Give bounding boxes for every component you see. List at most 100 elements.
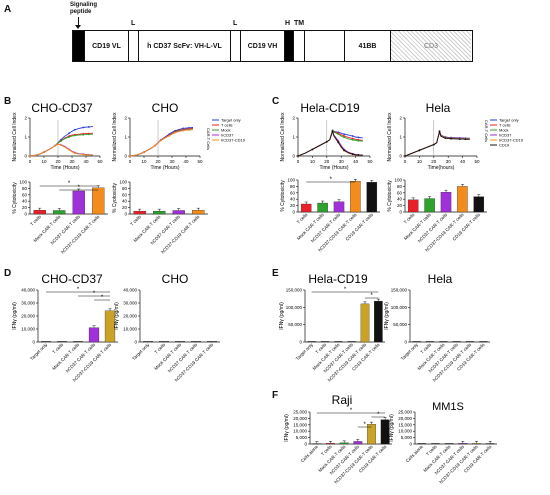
d2-bar-y-tick-label: 30,000 bbox=[123, 301, 137, 306]
hinge-label: H bbox=[285, 20, 291, 27]
f1-bar-significance-star: * bbox=[363, 422, 366, 428]
f1-bar-y-tick-label: 5,000 bbox=[296, 435, 308, 440]
e1-bar-bar-hcd37-cd19-car-t-cells bbox=[360, 303, 370, 343]
e2-bar-category-label: Target only bbox=[400, 342, 420, 362]
d1-bar-significance-star: * bbox=[77, 287, 80, 293]
legend-label-cd19: CD19 bbox=[499, 143, 510, 148]
b2-line-x-tick-label: 0 bbox=[129, 159, 132, 164]
b1-bar-category-label: hCD37-CD19 CAR-T cells bbox=[60, 214, 101, 255]
f2-bar-y-tick-label: 15,000 bbox=[398, 422, 412, 427]
b1-line-x-tick-label: 10 bbox=[41, 159, 47, 164]
b1-line-point bbox=[68, 132, 71, 135]
b1-line-x-tick-label: 0 bbox=[29, 159, 32, 164]
e2-bar-y-tick-label: 150,000 bbox=[391, 288, 408, 293]
c2-line-x-tick-label: 50 bbox=[474, 159, 480, 164]
chart-title-c1: Hela-CD19 bbox=[300, 101, 360, 115]
b2-line-x-tick-label: 50 bbox=[197, 159, 203, 164]
segment-linker-1 bbox=[129, 31, 139, 61]
b1-line-y-tick-label: 1 bbox=[24, 135, 27, 140]
e2-bar-y-tick-label: 100,000 bbox=[391, 305, 408, 310]
signal-arrow-head bbox=[75, 25, 81, 29]
c1-line-point bbox=[337, 141, 340, 144]
b2-line-point bbox=[182, 129, 185, 132]
c1-line-point bbox=[343, 136, 345, 139]
c1-bar-y-tick-label: 0 bbox=[292, 210, 295, 215]
b1-line-point bbox=[43, 151, 45, 154]
c2-line-series-cd19 bbox=[404, 130, 470, 157]
c1-bar-y-label: % Cytotoxicity bbox=[280, 180, 286, 212]
b1-line-point bbox=[82, 126, 85, 129]
d1-bar-bar-hcd37-car-t-cells bbox=[88, 327, 100, 343]
f2-bar-y-tick-label: 20,000 bbox=[398, 416, 412, 421]
f1-bar-category-label: Cells alone bbox=[300, 444, 320, 464]
b1-bar-y-tick-label: 100 bbox=[19, 180, 27, 185]
b1-bar-bar-hcd37-car-t-cells bbox=[72, 190, 85, 215]
f2-bar-category-label: Cells alone bbox=[405, 444, 425, 464]
segment-cd19-vl-label: CD19 VL bbox=[92, 42, 121, 50]
signal-label-line1: Signaling bbox=[70, 2, 97, 8]
segment-41bb: 41BB bbox=[345, 31, 391, 61]
b1-line-x-label: Time (Hours) bbox=[51, 165, 80, 171]
c2-bar-bar-hcd37-cd19-car-t-cells bbox=[457, 186, 468, 213]
car-t-cells-label-c: CAR-T Cells bbox=[484, 120, 489, 142]
b1-line-y-label: Normalized Cell Index bbox=[12, 112, 18, 161]
c2-line-y-tick-label: 1 bbox=[399, 135, 402, 140]
legend-label-hcd37-cd19: hCD37-CD19 bbox=[499, 138, 524, 143]
e1-bar-chart: 0 50,000 100,000 150,000 IFNγ (pg/ml) Target … bbox=[279, 287, 385, 383]
c1-line-x-tick-label: 30 bbox=[339, 159, 345, 164]
b1-bar-y-tick-label: 20 bbox=[22, 205, 28, 210]
d1-bar-y-tick-label: 20,000 bbox=[21, 314, 35, 319]
c1-line-point bbox=[351, 137, 354, 140]
c1-line-x-tick-label: 0 bbox=[297, 159, 300, 164]
b2-line-series-target-only bbox=[129, 127, 194, 157]
c2-line-point bbox=[432, 143, 435, 146]
b1-bar-significance-star: * bbox=[78, 185, 81, 191]
c1-line-x-tick-label: 10 bbox=[310, 159, 316, 164]
b2-line-point bbox=[143, 151, 145, 154]
c2-bar-y-tick-label: 80 bbox=[397, 184, 403, 189]
c1-line-x-tick-label: 50 bbox=[367, 159, 373, 164]
c1-line-point bbox=[343, 149, 345, 152]
panel-label-b: B bbox=[4, 96, 12, 107]
c2-line-point bbox=[458, 138, 461, 140]
b1-line-x-tick-label: 40 bbox=[83, 159, 89, 164]
e1-bar-y-tick-label: 0 bbox=[299, 340, 302, 345]
b1-line-x-tick-label: 30 bbox=[69, 159, 75, 164]
c2-bar-bar-hcd37-car-t-cells bbox=[440, 192, 452, 213]
b1-line-point bbox=[59, 140, 62, 143]
segment-hcd37-label: h CD37 ScFv: VH-L-VL bbox=[147, 42, 222, 50]
d1-bar-significance-star: * bbox=[93, 291, 96, 297]
legend-label-t-cells: T cells bbox=[499, 123, 510, 128]
b2-line-x-tick-label: 20 bbox=[155, 159, 161, 164]
c2-line-chart: 0 1 2 Normalized Cell Index 0 10 20 30 40 50 Time(… bbox=[387, 112, 524, 171]
car-construct-diagram: CD19 VL h CD37 ScFv: VH-L-VL CD19 VH 41B… bbox=[72, 30, 473, 62]
c2-bar-y-tick-label: 20 bbox=[397, 203, 403, 208]
c1-bar-bar-mock-car-t-cells bbox=[317, 202, 328, 213]
c2-bar-bar-cd19-car-t-cells bbox=[473, 196, 485, 213]
b2-line-y-tick-label: 2 bbox=[124, 116, 127, 121]
c1-line-point bbox=[357, 154, 360, 156]
c1-bar-category-label: T cells bbox=[296, 212, 309, 225]
b1-line-x-tick-label: 50 bbox=[97, 159, 103, 164]
b1-line-point bbox=[87, 126, 90, 128]
b2-bar-y-tick-label: 100 bbox=[119, 180, 127, 185]
b1-line-point bbox=[87, 154, 90, 156]
b1-line-point bbox=[68, 136, 71, 138]
chart-title-e2: Hela bbox=[428, 272, 453, 286]
chart-title-b2: CHO bbox=[152, 101, 179, 115]
b2-bar-y-tick-label: 20 bbox=[122, 205, 128, 210]
c1-bar-significance-star: * bbox=[330, 177, 333, 183]
d1-bar-y-tick-label: 10,000 bbox=[21, 327, 35, 332]
segment-hcd37-scfv: h CD37 ScFv: VH-L-VL bbox=[139, 31, 231, 61]
c2-line-x-tick-label: 0 bbox=[404, 159, 407, 164]
c1-line-point bbox=[311, 148, 314, 151]
f2-bar-y-tick-label: 10,000 bbox=[398, 429, 412, 434]
d2-bar-y-label: IFNγ (pg/ml) bbox=[114, 302, 120, 330]
b2-line-x-tick-label: 10 bbox=[141, 159, 147, 164]
c1-bar-y-tick-label: 100 bbox=[287, 178, 295, 183]
segment-cd3: CD3 bbox=[391, 31, 471, 61]
d2-bar-y-tick-label: 40,000 bbox=[123, 288, 137, 293]
